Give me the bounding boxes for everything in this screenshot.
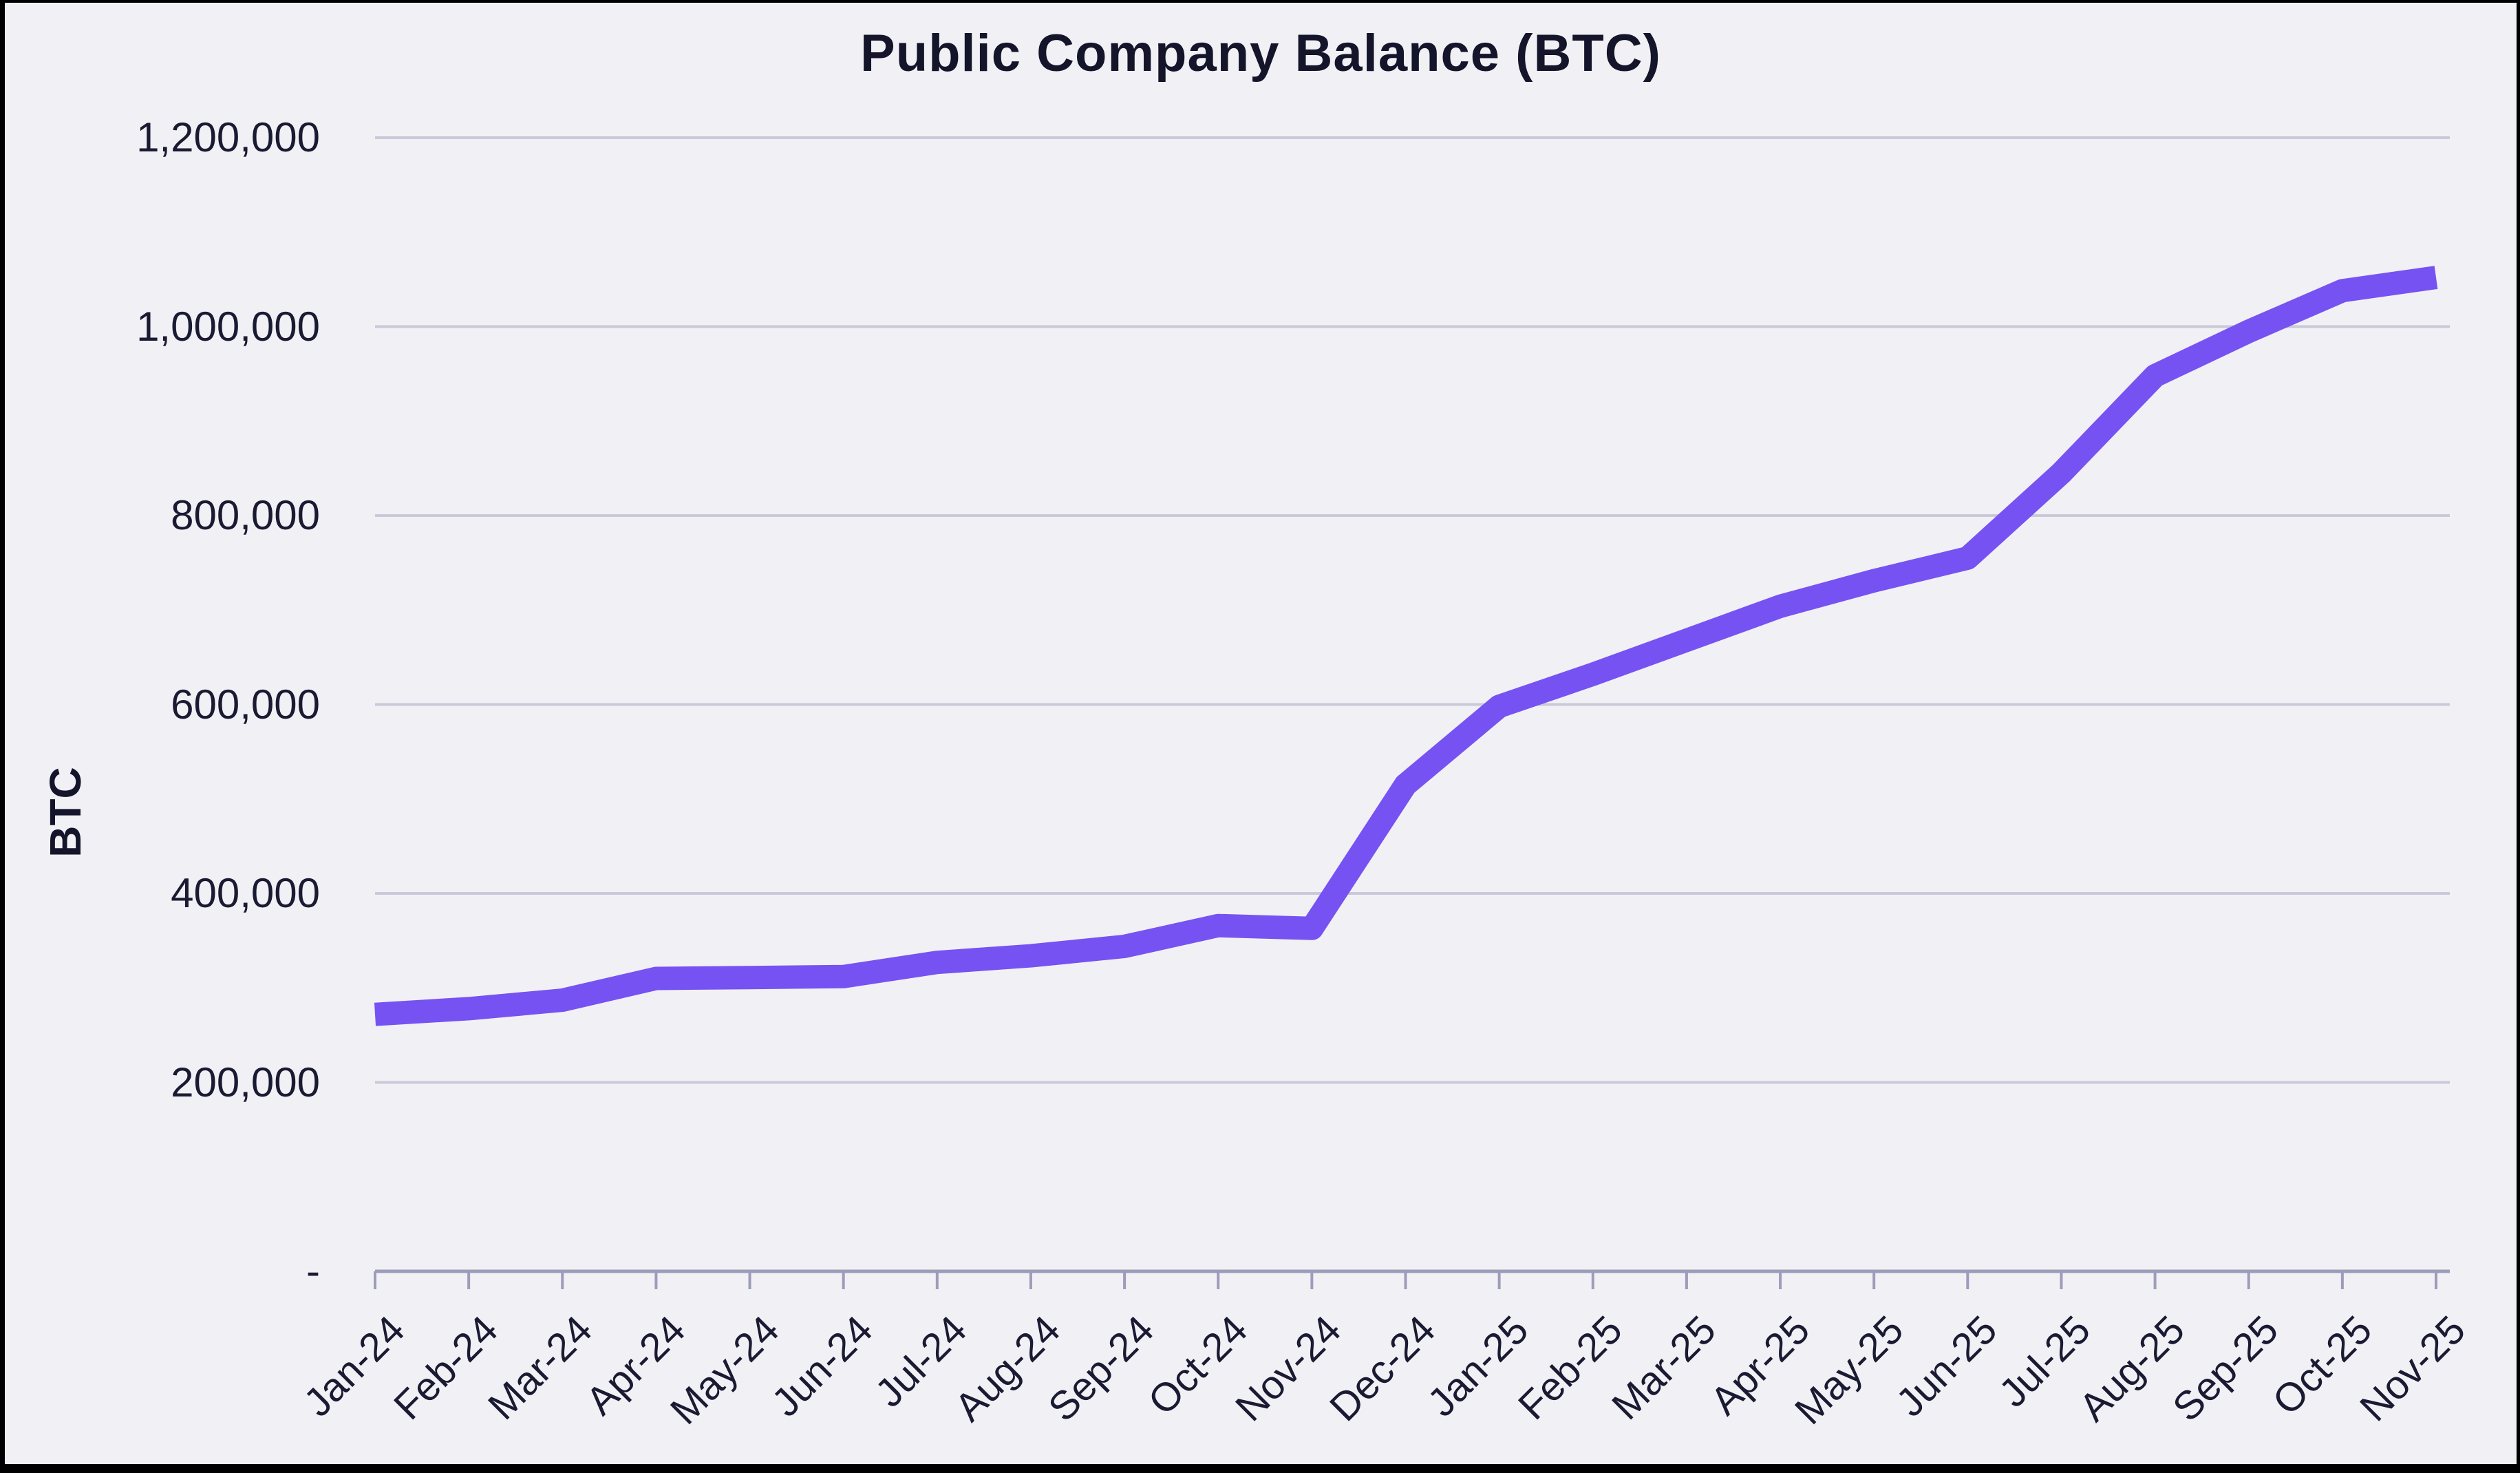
y-tick-label: 800,000 [171,492,320,538]
y-tick-label: 1,200,000 [136,114,320,160]
y-tick-label: 200,000 [171,1059,320,1105]
balance-line [374,266,2438,1026]
chart-title: Public Company Balance (BTC) [860,24,1661,83]
y-tick-label: 600,000 [171,681,320,728]
line-chart-plot [374,136,2450,1289]
y-tick-label: 1,000,000 [136,303,320,350]
y-tick-label: - [306,1248,320,1294]
y-tick-label: 400,000 [171,870,320,916]
